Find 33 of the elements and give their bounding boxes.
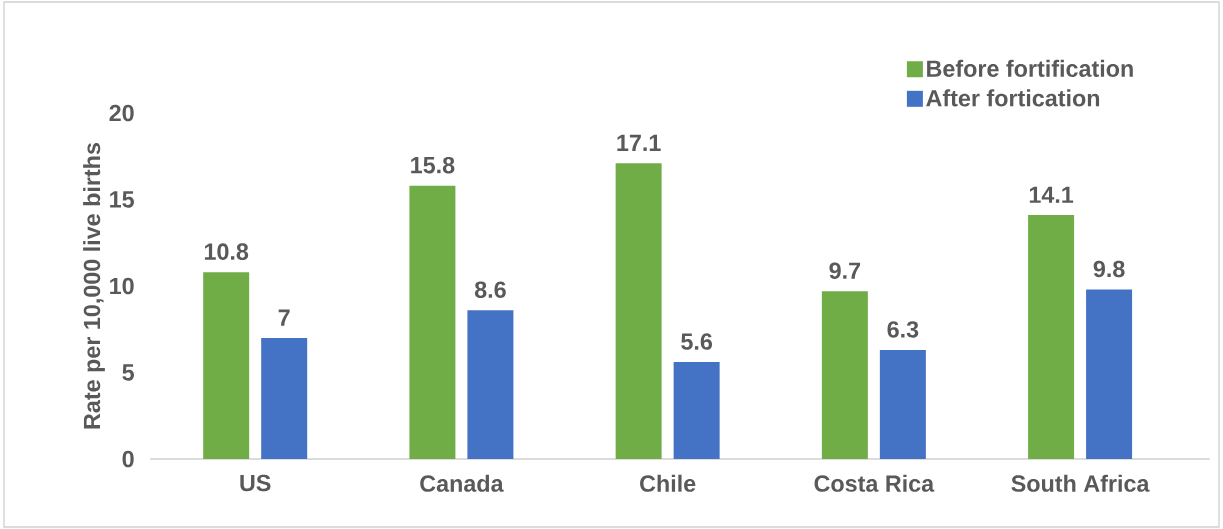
x-tick-label: Canada — [420, 474, 504, 492]
data-label: 8.6 — [474, 281, 506, 298]
x-tick-label: Chile — [640, 474, 696, 492]
data-label: 9.8 — [1093, 260, 1125, 278]
data-label: 14.1 — [1029, 186, 1074, 203]
y-axis-title: Rate per 10,000 live births — [83, 143, 105, 429]
data-label: 9.7 — [829, 262, 861, 279]
bar — [203, 272, 250, 459]
bar — [615, 163, 662, 459]
bar — [1086, 289, 1133, 459]
bar — [821, 291, 868, 459]
bar — [673, 362, 720, 459]
data-label: 6.3 — [887, 321, 919, 338]
y-tick-label: 20 — [109, 104, 134, 122]
bar — [879, 350, 926, 459]
legend-label: After fortication — [926, 89, 1100, 107]
bar — [261, 337, 308, 459]
x-tick-label: Costa Rica — [814, 474, 935, 492]
y-tick-label: 10 — [110, 277, 134, 295]
bar — [1028, 215, 1075, 459]
legend-label: Before fortification — [927, 59, 1133, 77]
data-label: 15.8 — [411, 156, 455, 174]
data-label: 5.6 — [681, 333, 713, 350]
bar — [467, 310, 514, 459]
y-tick-label: 15 — [110, 191, 134, 208]
x-tick-label: South Africa — [1011, 474, 1150, 492]
data-label: 10.8 — [204, 243, 249, 260]
x-tick-label: US — [240, 474, 271, 492]
y-tick-label: 0 — [122, 450, 134, 468]
y-tick-label: 5 — [122, 364, 134, 381]
data-label: 17.1 — [617, 134, 661, 151]
bar — [409, 185, 456, 459]
data-label: 7 — [278, 309, 290, 326]
